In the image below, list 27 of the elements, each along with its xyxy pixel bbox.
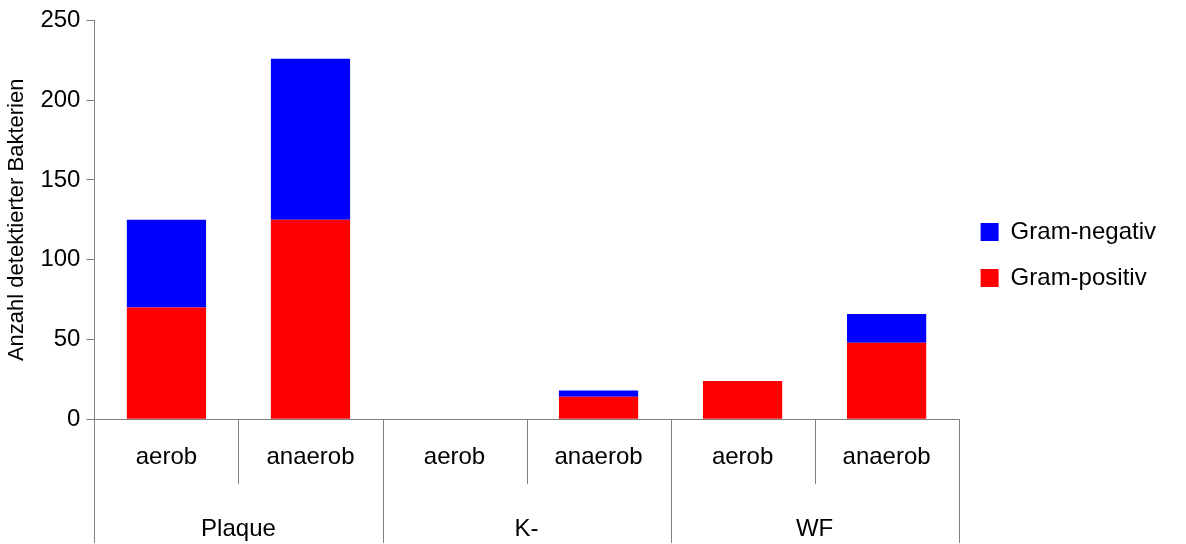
- bar: [558, 396, 639, 419]
- bar: [270, 219, 351, 419]
- x-tick-label: anaerob: [266, 442, 355, 470]
- legend-label: Gram-positiv: [1010, 262, 1147, 290]
- y-axis-title: Anzahl detektierter Bakterien: [3, 78, 29, 362]
- y-tick-label: 100: [40, 244, 81, 272]
- x-tick-label: aerob: [135, 442, 198, 470]
- text: WF: [795, 513, 834, 541]
- y-tick-label: 200: [40, 84, 81, 112]
- bar: [847, 313, 927, 343]
- x-tick-label: anaerob: [554, 442, 643, 470]
- bar: [126, 219, 207, 308]
- bar: [847, 342, 927, 419]
- x-tick-label: aerob: [711, 442, 774, 470]
- y-tick-label: 50: [53, 324, 81, 352]
- bar: [270, 58, 351, 220]
- y-tick-label: 150: [40, 164, 81, 192]
- x-tick-label: anaerob: [842, 442, 931, 470]
- bar: [558, 390, 639, 397]
- text: K-: [514, 513, 539, 541]
- y-tick-label: 250: [40, 5, 81, 33]
- y-tick-label: 0: [67, 403, 81, 431]
- legend-label: Gram-negativ: [1010, 216, 1157, 244]
- text: Plaque: [201, 513, 276, 541]
- bar: [702, 380, 783, 419]
- bar: [126, 307, 207, 419]
- x-tick-label: aerob: [423, 442, 486, 470]
